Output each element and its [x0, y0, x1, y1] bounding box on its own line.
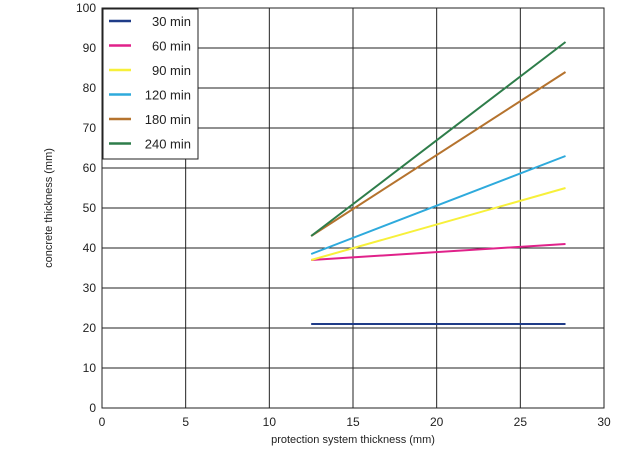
legend-label: 60 min [152, 39, 191, 54]
legend: 30 min 60 min 90 min 120 min 180 min 240 min [102, 8, 199, 160]
x-axis-ticks: 0 5 10 15 20 25 30 [99, 415, 611, 429]
x-tick-label: 30 [597, 415, 611, 429]
y-tick-label: 90 [83, 41, 97, 55]
legend-label: 120 min [145, 88, 191, 103]
x-axis-title: protection system thickness (mm) [271, 434, 435, 446]
legend-label: 90 min [152, 63, 191, 78]
series-line [310, 71, 567, 237]
series-line [310, 187, 566, 261]
y-tick-label: 10 [83, 361, 97, 375]
x-tick-label: 15 [346, 415, 360, 429]
y-tick-label: 70 [83, 121, 97, 135]
plot-frame [101, 7, 605, 409]
x-tick-label: 25 [514, 415, 528, 429]
x-tick-label: 5 [182, 415, 189, 429]
series-line [311, 243, 566, 261]
series-lines [310, 41, 567, 325]
y-tick-label: 0 [89, 401, 96, 415]
y-tick-label: 100 [76, 1, 96, 15]
y-tick-label: 50 [83, 201, 97, 215]
y-tick-label: 20 [83, 321, 97, 335]
legend-label: 180 min [145, 112, 191, 127]
y-axis-title: concrete thickness (mm) [43, 148, 55, 268]
y-tick-label: 40 [83, 241, 97, 255]
legend-label: 240 min [145, 137, 191, 152]
x-tick-label: 10 [263, 415, 277, 429]
y-tick-label: 80 [83, 81, 97, 95]
x-tick-label: 20 [430, 415, 444, 429]
series-line [310, 155, 566, 255]
y-tick-label: 60 [83, 161, 97, 175]
y-axis-ticks: 0 10 20 30 40 50 60 70 80 90 100 [76, 1, 96, 415]
legend-box [102, 8, 199, 160]
y-tick-label: 30 [83, 281, 97, 295]
x-tick-label: 0 [99, 415, 106, 429]
series-line [310, 41, 567, 237]
legend-label: 30 min [152, 14, 191, 29]
